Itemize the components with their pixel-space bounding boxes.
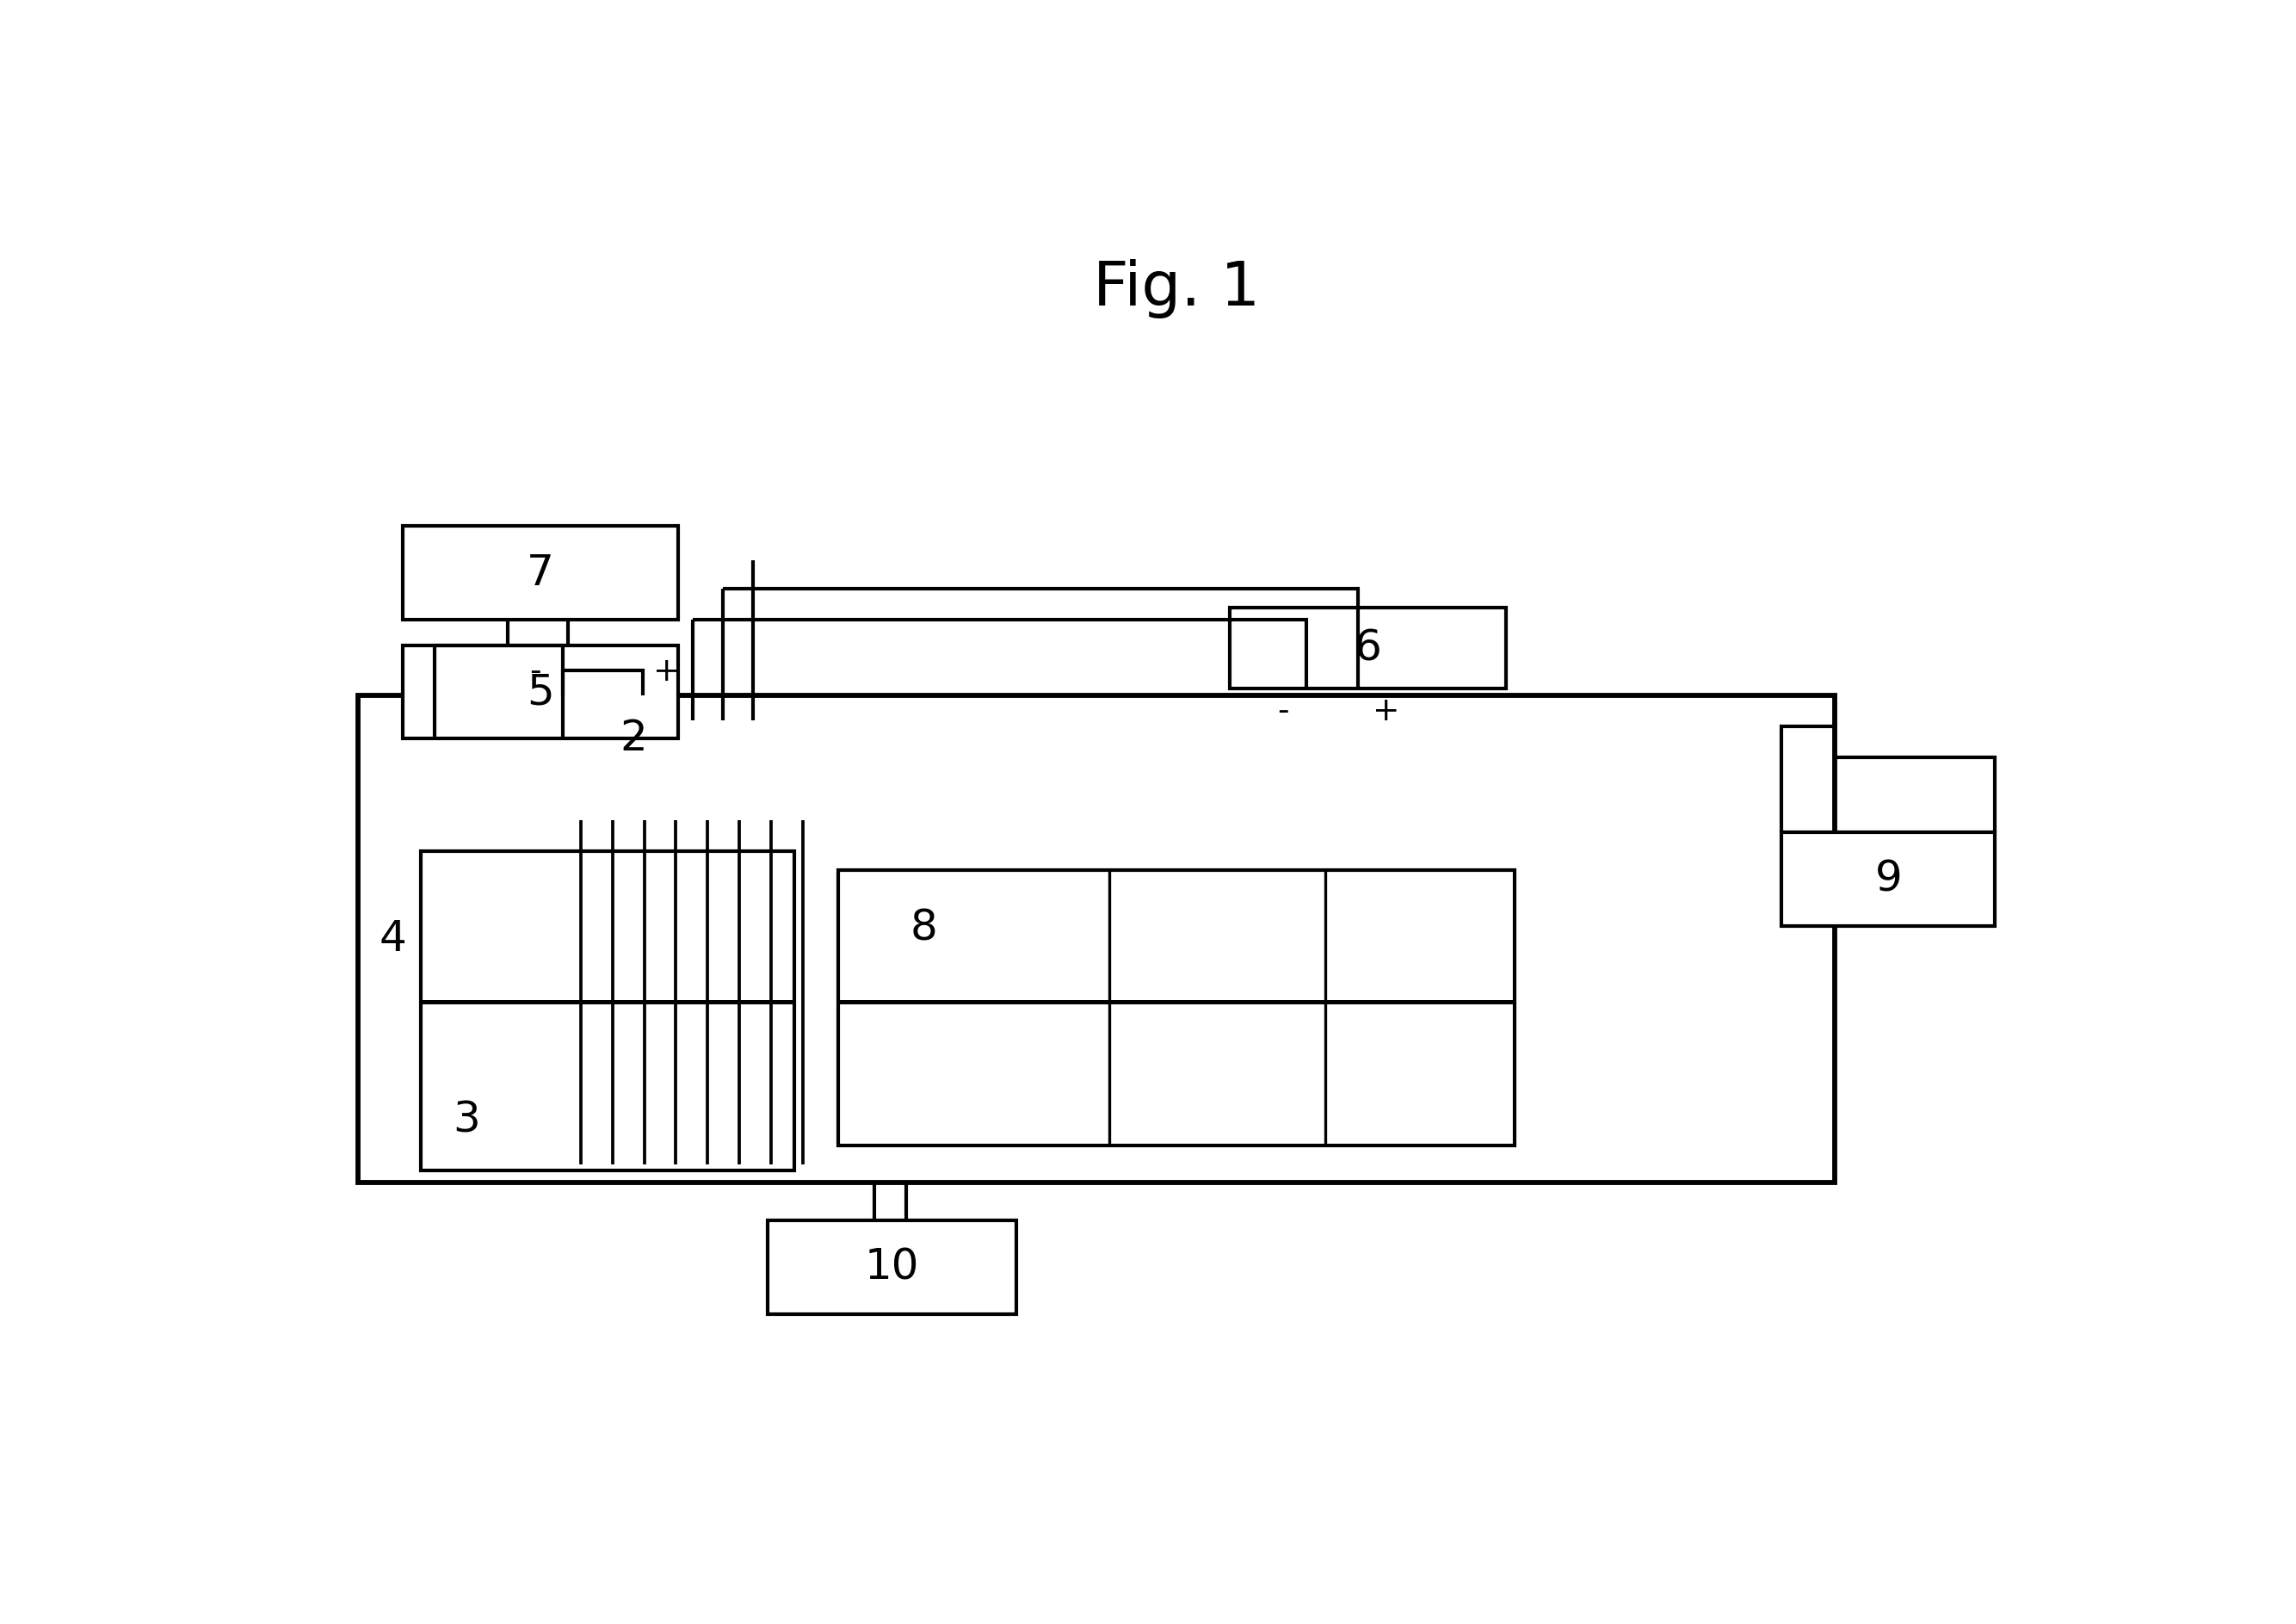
- Bar: [358, 695, 1835, 1182]
- Bar: [838, 870, 1515, 1145]
- Bar: [402, 645, 680, 739]
- Text: 6: 6: [1355, 627, 1382, 669]
- Text: 4: 4: [379, 918, 406, 960]
- Text: 8: 8: [909, 908, 937, 948]
- Bar: [1782, 833, 1995, 926]
- Bar: [420, 851, 794, 1171]
- Text: 10: 10: [866, 1247, 918, 1288]
- Bar: [767, 1220, 1017, 1314]
- Text: -: -: [1277, 697, 1288, 728]
- Text: +: +: [654, 656, 680, 687]
- Text: -: -: [530, 656, 542, 687]
- Text: 7: 7: [526, 552, 553, 594]
- Text: Fig. 1: Fig. 1: [1093, 258, 1261, 318]
- Text: +: +: [1373, 697, 1401, 728]
- Bar: [1231, 607, 1506, 689]
- Text: 2: 2: [620, 718, 647, 758]
- Text: 3: 3: [452, 1099, 480, 1142]
- Text: 9: 9: [1876, 859, 1901, 900]
- Bar: [402, 526, 680, 620]
- Text: 5: 5: [526, 671, 553, 713]
